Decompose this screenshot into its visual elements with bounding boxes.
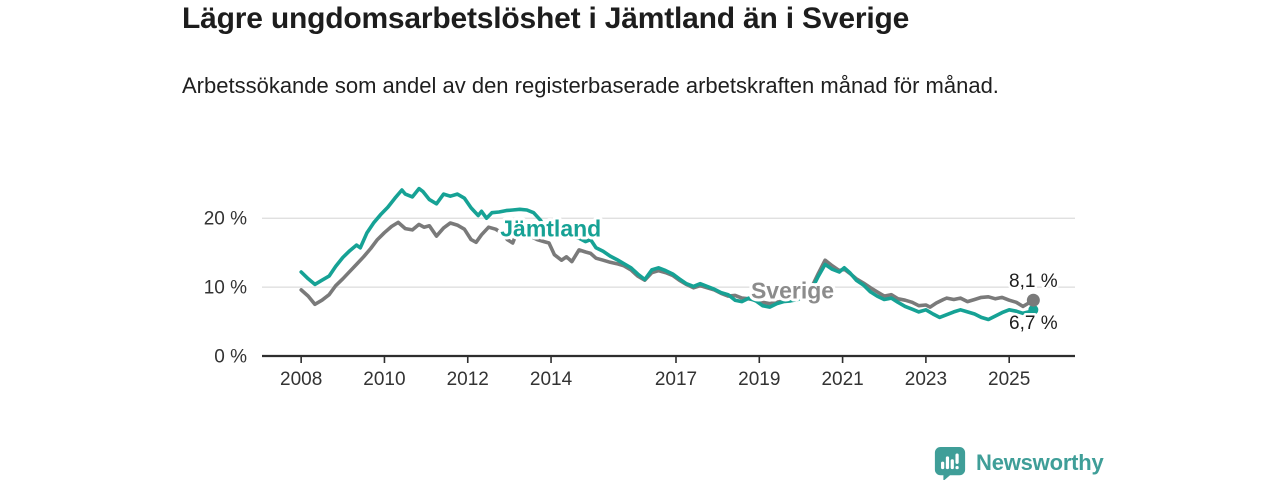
- series-line-sverige: [299, 220, 1036, 309]
- x-tick-label: 2021: [821, 369, 863, 390]
- axis-layer: 0 % 10 % 20 % 2008 2010 2012 2014 2017 2019 2021 2…: [204, 209, 1075, 390]
- y-tick-label: 20 %: [204, 209, 247, 230]
- brand-name: Newsworthy: [976, 450, 1104, 475]
- end-value-label-jämtland: 6,7 %: [1009, 313, 1058, 334]
- x-tick-label: 2019: [738, 369, 780, 390]
- series-label-sverige: Sverige: [751, 277, 834, 303]
- x-tick-label: 2025: [988, 369, 1030, 390]
- end-dot-jämtland: [1028, 304, 1039, 315]
- newsworthy-logo-icon: [934, 446, 966, 480]
- end-value-label-sverige: 8,1 %: [1009, 271, 1058, 292]
- y-tick-label: 10 %: [204, 278, 247, 299]
- chart-title: Lägre ungdomsarbetslöshet i Jämtland än …: [182, 2, 910, 35]
- x-tick-label: 2023: [905, 369, 947, 390]
- x-tick-label: 2008: [280, 369, 322, 390]
- series-layer: [299, 186, 1040, 322]
- x-tick-label: 2014: [530, 369, 573, 390]
- x-tick-label: 2012: [447, 369, 489, 390]
- annotation-layer: Sverige 8,1 % Jämtland 6,7 %: [497, 212, 1060, 336]
- end-dot-sverige: [1026, 293, 1040, 307]
- chart-subtitle: Arbetssökande som andel av den registerb…: [182, 73, 999, 98]
- y-tick-label: 0 %: [214, 347, 247, 368]
- x-tick-label: 2017: [655, 369, 697, 390]
- x-tick-label: 2010: [363, 369, 405, 390]
- grid-layer: [262, 217, 1075, 288]
- series-line-jämtland: [299, 186, 1036, 322]
- series-label-jämtland: Jämtland: [500, 215, 601, 241]
- brand-footer: Newsworthy: [933, 445, 1104, 480]
